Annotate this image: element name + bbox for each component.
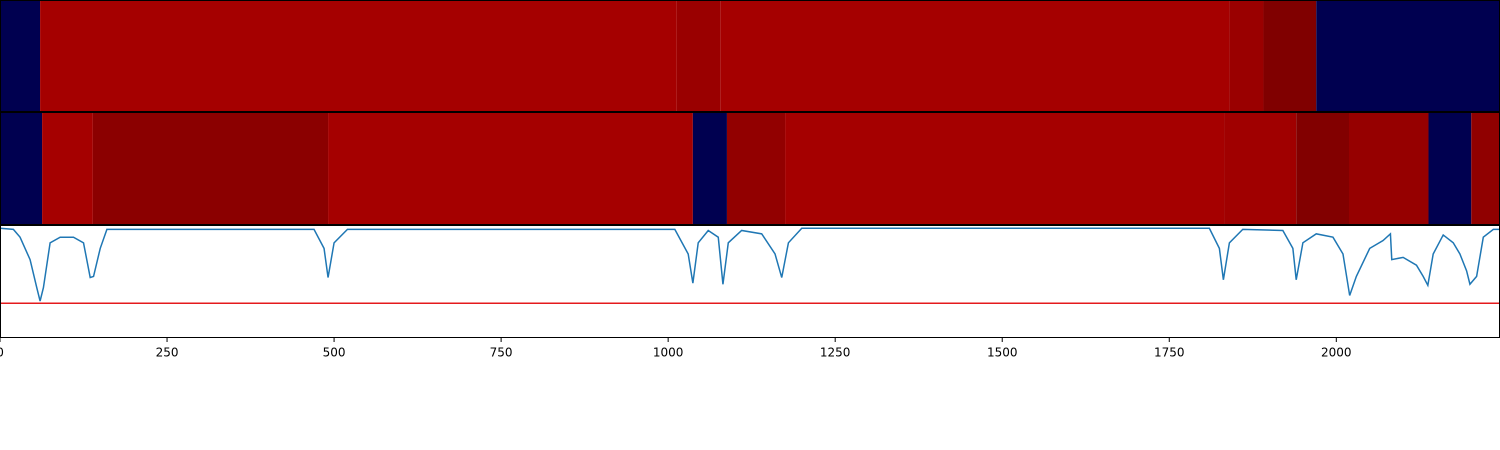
data-line xyxy=(0,227,1500,302)
x-tick-label: 1750 xyxy=(1154,346,1185,360)
strip-segment xyxy=(1263,1,1317,112)
strip-segment xyxy=(1471,113,1500,225)
x-tick-label: 250 xyxy=(156,346,179,360)
strip-segment xyxy=(40,1,677,112)
x-tick-label: 0 xyxy=(0,346,4,360)
strip-segment xyxy=(1316,1,1500,112)
strip-segment xyxy=(92,113,329,225)
x-tick-label: 500 xyxy=(323,346,346,360)
x-tick-label: 1000 xyxy=(653,346,684,360)
panel-frame xyxy=(0,225,1500,338)
strip-segment xyxy=(692,113,727,225)
x-tick-label: 1250 xyxy=(820,346,851,360)
strip-segment xyxy=(785,113,1225,225)
strip-segment xyxy=(726,113,786,225)
strip-segment xyxy=(0,1,41,112)
strip-segment xyxy=(1229,1,1264,112)
strip-segment xyxy=(720,1,1230,112)
strip-segment xyxy=(0,113,43,225)
strip-segment xyxy=(328,113,693,225)
x-tick-label: 1500 xyxy=(987,346,1018,360)
strip-segment xyxy=(676,1,721,112)
x-tick-label: 750 xyxy=(490,346,513,360)
strip-segment xyxy=(1348,113,1429,225)
strip-segment xyxy=(42,113,93,225)
x-tick-label: 2000 xyxy=(1321,346,1352,360)
strip-segment xyxy=(1224,113,1297,225)
strip-segment xyxy=(1296,113,1349,225)
strip-segment xyxy=(1428,113,1472,225)
